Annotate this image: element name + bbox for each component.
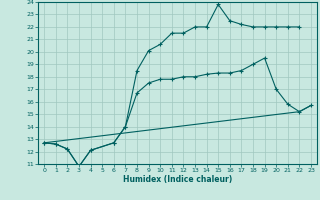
X-axis label: Humidex (Indice chaleur): Humidex (Indice chaleur) [123,175,232,184]
